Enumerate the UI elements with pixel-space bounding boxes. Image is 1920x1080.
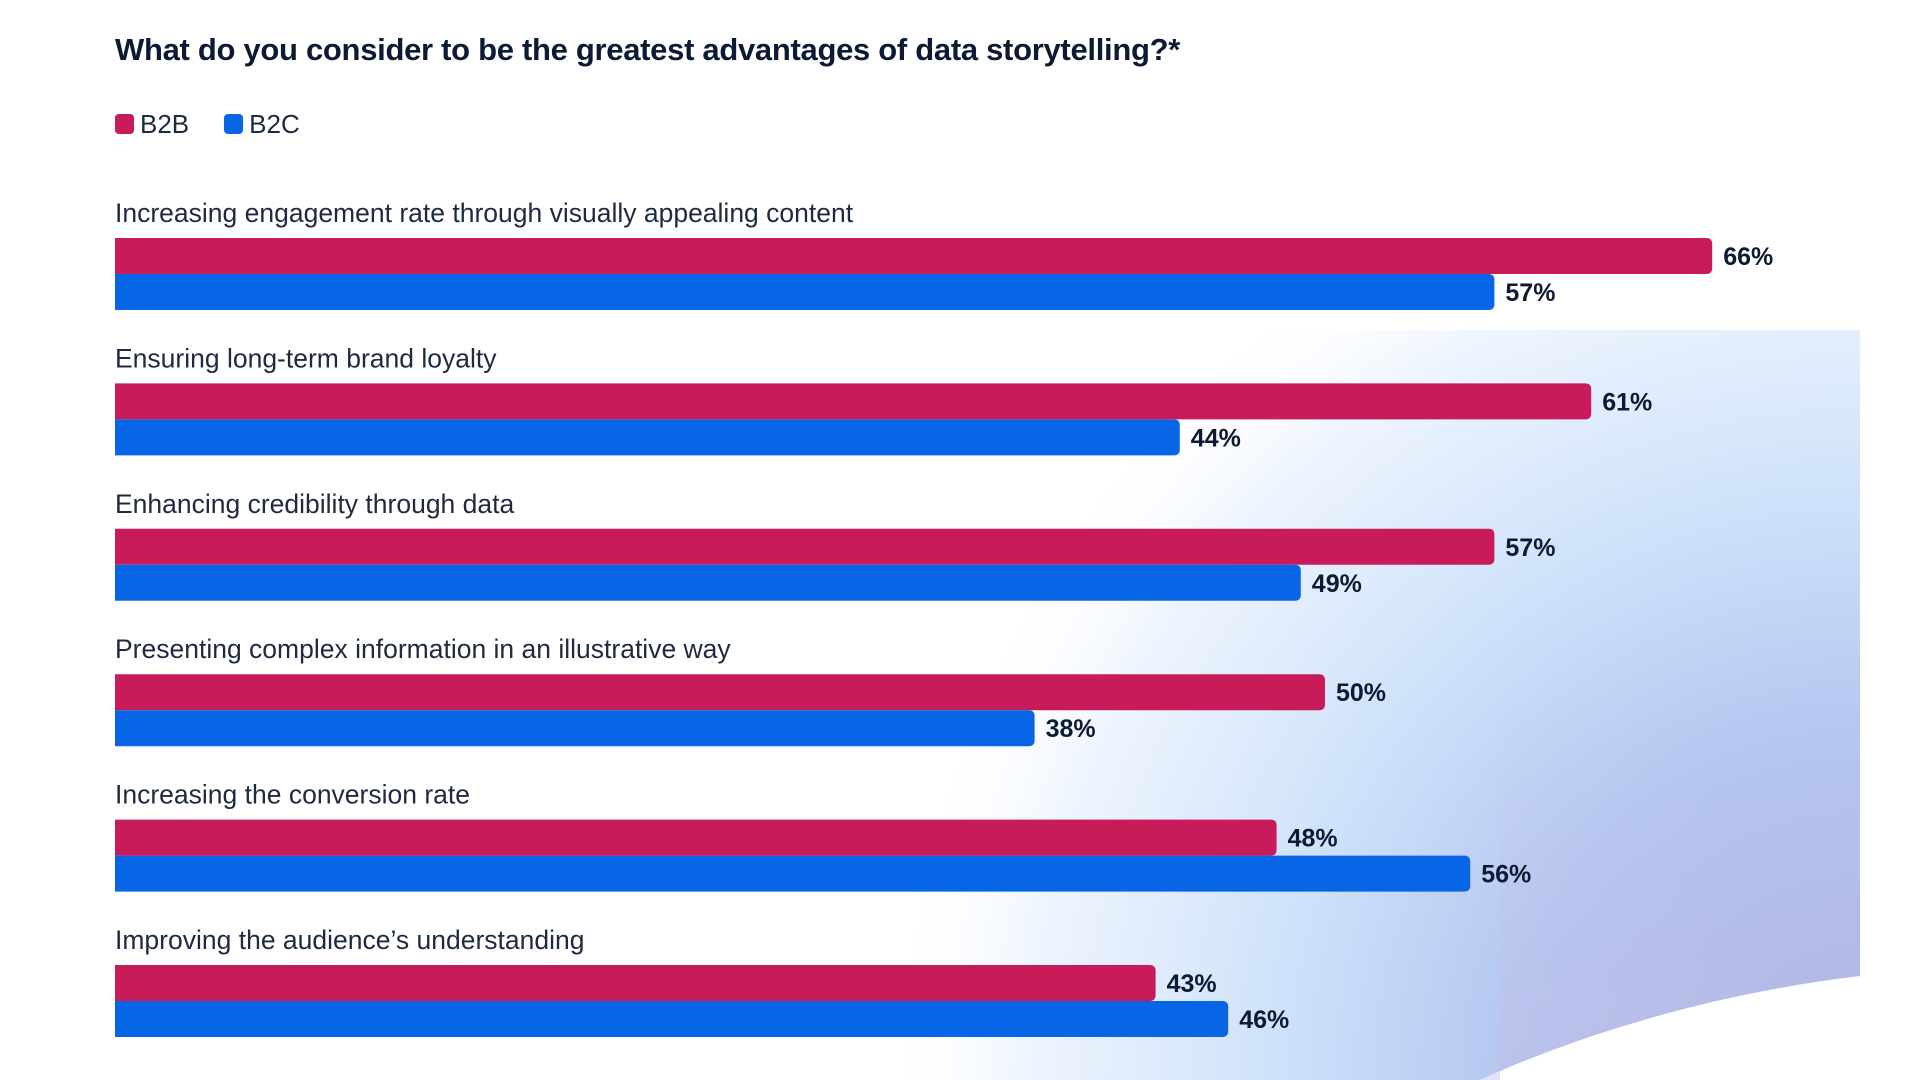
value-label-b2c: 44%: [1191, 424, 1241, 452]
bar-group: Ensuring long-term brand loyalty 61% 44%: [115, 343, 1652, 456]
bar-b2c[interactable]: [115, 564, 1301, 601]
bar-group: Improving the audience’s understanding 43…: [115, 925, 1289, 1037]
value-label-b2b: 43%: [1167, 970, 1217, 998]
value-label-b2b: 61%: [1602, 388, 1652, 416]
bar-group: Presenting complex information in an ill…: [115, 634, 1386, 747]
bar-b2c[interactable]: [115, 274, 1495, 310]
bar-b2c[interactable]: [115, 419, 1180, 456]
gradient-tint: [1480, 700, 1860, 1080]
bar-b2c[interactable]: [115, 1001, 1229, 1037]
category-label: Ensuring long-term brand loyalty: [115, 343, 497, 373]
category-label: Increasing engagement rate through visua…: [115, 198, 854, 228]
category-label: Presenting complex information in an ill…: [115, 634, 731, 664]
value-label-b2b: 57%: [1505, 534, 1555, 562]
value-label-b2c: 38%: [1046, 715, 1096, 743]
bar-group: Enhancing credibility through data 57% 49%: [115, 489, 1555, 601]
legend-label-b2b: B2B: [140, 109, 190, 139]
category-label: Enhancing credibility through data: [115, 489, 514, 519]
bar-b2b[interactable]: [115, 674, 1325, 711]
bar-group: Increasing the conversion rate 48% 56%: [115, 780, 1531, 892]
bar-b2c[interactable]: [115, 855, 1471, 892]
value-label-b2c: 49%: [1312, 570, 1362, 598]
value-label-b2b: 66%: [1723, 243, 1773, 271]
bar-b2c[interactable]: [115, 710, 1035, 747]
value-label-b2b: 50%: [1336, 679, 1386, 707]
bar-group: Increasing engagement rate through visua…: [115, 198, 1773, 310]
category-label: Improving the audience’s understanding: [115, 925, 584, 955]
bar-b2b[interactable]: [115, 238, 1713, 274]
bar-b2b[interactable]: [115, 528, 1495, 565]
legend-swatch-b2b: [115, 114, 134, 134]
value-label-b2c: 46%: [1239, 1006, 1289, 1034]
value-label-b2c: 56%: [1481, 861, 1531, 889]
chart-legend: B2B B2C: [115, 110, 335, 138]
legend-label-b2c: B2C: [249, 109, 300, 139]
legend-swatch-b2c: [224, 114, 244, 134]
category-label: Increasing the conversion rate: [115, 780, 470, 810]
legend-item-b2c[interactable]: B2C: [224, 110, 300, 138]
chart-title: What do you consider to be the greatest …: [115, 32, 1180, 67]
bar-b2b[interactable]: [115, 383, 1592, 420]
bar-b2b[interactable]: [115, 819, 1277, 856]
value-label-b2b: 48%: [1288, 825, 1338, 853]
value-label-b2c: 57%: [1505, 279, 1555, 307]
legend-item-b2b[interactable]: B2B: [115, 110, 189, 138]
bar-b2b[interactable]: [115, 965, 1156, 1001]
